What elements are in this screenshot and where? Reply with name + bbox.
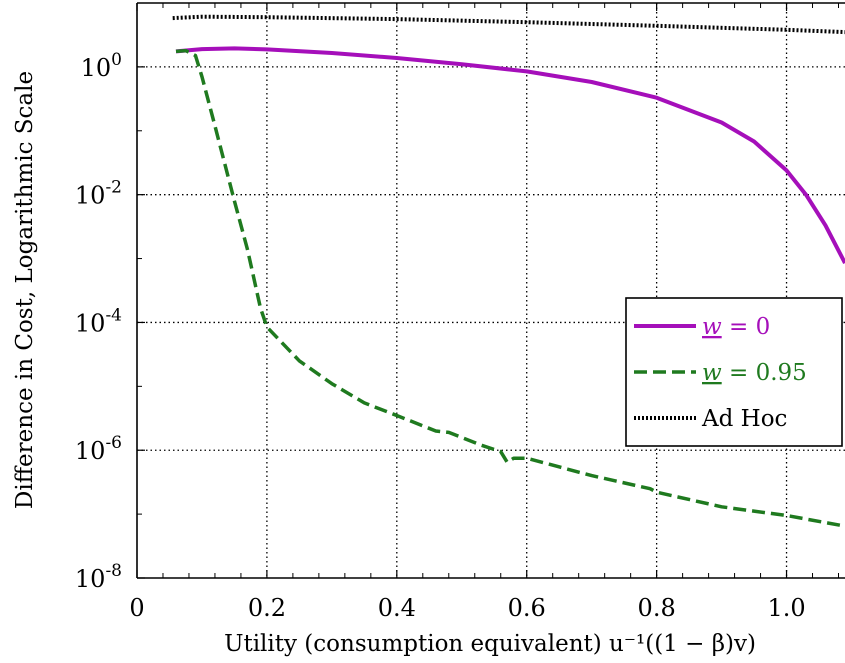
y-tick-label: 10-8 [75,561,122,593]
y-axis-label: Difference in Cost, Logarithmic Scale [12,71,38,509]
x-tick-label: 0.6 [508,594,546,622]
x-tick-label: 1.0 [767,594,805,622]
legend: w = 0 w = 0.95 Ad Hoc [625,297,843,447]
series-line-3 [172,14,845,35]
y-tick-label: 10-6 [75,433,122,465]
legend-label: Ad Hoc [701,406,787,432]
series-layer [172,14,845,528]
x-tick-label: 0.8 [638,594,676,622]
grid-lines [137,3,845,578]
y-tick-label: 10-4 [75,305,122,337]
x-tick-label: 0 [129,594,144,622]
x-axis-label: Utility (consumption equivalent) u⁻¹((1 … [224,631,756,657]
series-line-1 [175,46,845,265]
legend-label: w = 0 [702,314,770,340]
y-tick-label: 10-2 [75,178,122,210]
series-line-2 [175,48,845,528]
axes [136,2,845,579]
x-tick-label: 0.2 [248,594,286,622]
minor-ticks [137,2,840,578]
x-tick-label: 0.4 [378,594,416,622]
y-tick-labels: 100 10-2 10-4 10-6 10-8 [75,50,122,593]
legend-label: w = 0.95 [702,360,807,386]
x-tick-labels: 0 0.2 0.4 0.6 0.8 1.0 [129,594,805,622]
y-tick-label: 100 [81,50,122,82]
